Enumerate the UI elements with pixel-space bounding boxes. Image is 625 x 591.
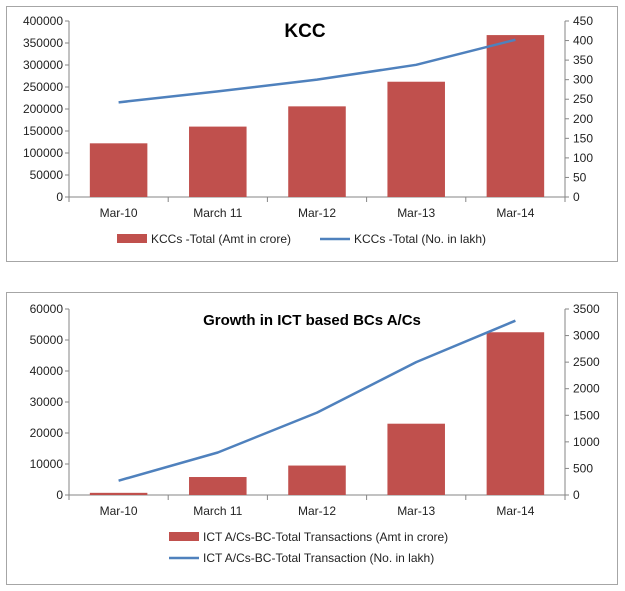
right-tick-label: 3500: [573, 302, 600, 316]
bar-mar-13: [387, 423, 445, 495]
x-tick-label: March 11: [193, 206, 242, 220]
x-tick-label: Mar-14: [496, 206, 534, 220]
left-tick-label: 20000: [30, 426, 64, 440]
right-tick-label: 2500: [573, 355, 600, 369]
x-tick-label: March 11: [193, 504, 242, 518]
left-tick-label: 60000: [30, 302, 64, 316]
bar-mar-10: [89, 143, 148, 197]
x-tick-label: Mar-12: [298, 504, 336, 518]
right-tick-label: 500: [573, 461, 593, 475]
left-tick-label: 40000: [30, 364, 64, 378]
right-tick-label: 3000: [573, 329, 600, 343]
right-tick-label: 200: [573, 112, 593, 126]
legend-bar-swatch: [169, 532, 199, 541]
right-tick-label: 150: [573, 131, 593, 145]
legend-line-label: KCCs -Total (No. in lakh): [354, 232, 486, 246]
left-tick-label: 200000: [23, 102, 63, 116]
left-tick-label: 400000: [23, 14, 63, 28]
ict-chart: 0 10000 20000 30000 40000 50000 60000 0 500 1000 1…: [30, 302, 600, 565]
line-series: [118, 38, 516, 104]
bar-mar-10: [89, 492, 148, 495]
right-tick-label: 250: [573, 92, 593, 106]
bar-march-11: [189, 477, 247, 495]
right-tick-label: 1500: [573, 408, 600, 422]
legend-bar-label: KCCs -Total (Amt in crore): [151, 232, 291, 246]
legend-bar-label: ICT A/Cs-BC-Total Transactions (Amt in c…: [203, 530, 448, 544]
left-tick-label: 150000: [23, 124, 63, 138]
left-tick-label: 30000: [30, 395, 64, 409]
bar-mar-12: [288, 465, 346, 495]
left-tick-label: 350000: [23, 36, 63, 50]
kcc-chart-panel: 0 50000 100000 150000 200000 250000 300000 3500…: [6, 6, 618, 262]
right-tick-label: 350: [573, 53, 593, 67]
left-tick-label: 0: [56, 488, 63, 502]
left-tick-label: 50000: [30, 333, 64, 347]
right-tick-label: 300: [573, 73, 593, 87]
legend-bar-swatch: [117, 234, 147, 243]
right-tick-label: 450: [573, 14, 593, 28]
bar-march-11: [189, 126, 247, 197]
x-tick-label: Mar-13: [397, 504, 435, 518]
left-tick-label: 0: [56, 190, 63, 204]
x-tick-label: Mar-13: [397, 206, 435, 220]
bar-mar-12: [288, 106, 346, 197]
line-series: [118, 319, 516, 482]
bar-mar-14: [486, 35, 545, 197]
right-tick-label: 400: [573, 34, 593, 48]
chart-title: Growth in ICT based BCs A/Cs: [203, 312, 421, 329]
ict-chart-panel: 0 10000 20000 30000 40000 50000 60000 0 500 1000 1…: [6, 292, 618, 585]
bar-mar-13: [387, 81, 445, 197]
left-tick-label: 50000: [30, 168, 64, 182]
right-tick-label: 50: [573, 170, 587, 184]
legend-line-label: ICT A/Cs-BC-Total Transaction (No. in la…: [203, 551, 434, 565]
chart-title: KCC: [284, 21, 325, 42]
x-tick-label: Mar-10: [100, 206, 138, 220]
right-tick-label: 0: [573, 190, 580, 204]
left-tick-label: 10000: [30, 457, 64, 471]
left-tick-label: 100000: [23, 146, 63, 160]
left-tick-label: 250000: [23, 80, 63, 94]
right-tick-label: 100: [573, 151, 593, 165]
right-tick-label: 1000: [573, 435, 600, 449]
x-tick-label: Mar-10: [100, 504, 138, 518]
right-tick-label: 2000: [573, 382, 600, 396]
x-tick-label: Mar-12: [298, 206, 336, 220]
kcc-chart: 0500001000001500002000002500003000003500…: [23, 14, 593, 246]
x-tick-label: Mar-14: [496, 504, 534, 518]
left-tick-label: 300000: [23, 58, 63, 72]
right-tick-label: 0: [573, 488, 580, 502]
bar-mar-14: [486, 332, 545, 495]
